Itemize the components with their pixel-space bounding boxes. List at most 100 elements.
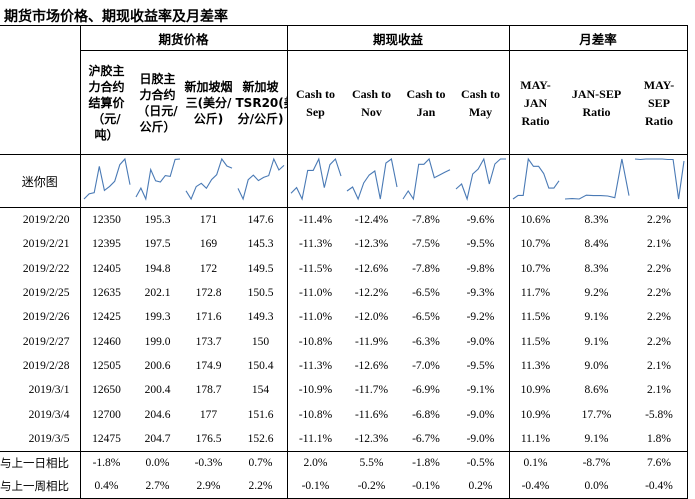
table-cell: 150.4: [247, 359, 274, 372]
table-cell: 8.3%: [561, 207, 632, 233]
table-cell: 145.3: [247, 238, 274, 251]
table-cell: -7.8%: [412, 262, 440, 275]
row-date: 2019/2/25: [22, 287, 70, 300]
sparkline-cell: [343, 154, 400, 208]
table-cell: 154: [251, 384, 270, 397]
table-cell: 8.6%: [584, 384, 609, 397]
sparkline: [564, 158, 630, 200]
table-row: 2019/2/25 12635 202.1 172.8 150.5 -11.0% -12.2…: [0, 280, 688, 306]
table-row: 2019/2/28 12505 200.6 174.9 150.4 -11.3% -12.6…: [0, 353, 688, 379]
sparkline-line: [402, 157, 450, 201]
comparison-row: 与上一日相比 -1.8% 0.0% -0.3% 0.7% 2.0% 5.5% -1.8% -0.…: [0, 450, 688, 475]
sparkline-cell: [508, 154, 562, 208]
table-cell: 2.2%: [631, 256, 688, 281]
sparkline: [237, 157, 284, 201]
table-cell: 176.5: [195, 432, 222, 445]
table-cell: 152.6: [247, 432, 274, 445]
sparkline: [346, 158, 398, 201]
table-cell: -10.9%: [286, 378, 344, 403]
table-cell: 12460: [79, 329, 133, 354]
col-header: Cash to Nov: [343, 50, 400, 155]
row-date: 2019/3/5: [28, 432, 70, 445]
table-cell: 0.7%: [234, 450, 287, 475]
group-header-spread: 月差率: [508, 25, 688, 51]
sparkline-line: [564, 158, 630, 200]
table-cell: 11.7%: [508, 280, 562, 306]
table-cell: 2.0%: [286, 450, 344, 475]
table-cell: -8.7%: [561, 450, 632, 475]
table-cell: 12505: [79, 353, 133, 379]
sparkline-cell: [234, 154, 287, 208]
table-cell: -6.3%: [412, 335, 440, 348]
table-cell: 178.7: [195, 384, 222, 397]
col-header: MAY-JAN Ratio: [508, 50, 562, 155]
group-header-futures: 期货价格: [79, 25, 287, 51]
table-cell: -9.8%: [466, 262, 495, 275]
table-cell: -12.6%: [354, 359, 389, 372]
table-row: 2019/2/27 12460 199.0 173.7 150 -10.8% -11.9% -…: [0, 329, 688, 354]
row-date: 2019/2/28: [22, 359, 70, 372]
sparkline-cell: [286, 154, 344, 208]
table-cell: 197.5: [144, 238, 171, 251]
table-cell: -11.0%: [286, 305, 344, 330]
table-cell: 12425: [79, 305, 133, 330]
table-cell: 2.1%: [631, 378, 688, 403]
table-cell: -12.6%: [354, 262, 389, 275]
table-cell: 172: [199, 262, 218, 275]
table-cell: 8.4%: [584, 238, 609, 251]
table-cell: 172.8: [195, 287, 222, 300]
sparkline: [83, 157, 131, 200]
table-cell: 2.1%: [631, 232, 688, 257]
table-cell: 5.5%: [343, 450, 400, 475]
sparkline-line: [83, 157, 131, 200]
sparkline-line: [185, 157, 232, 201]
table-row: 2019/2/26 12425 199.3 171.6 149.3 -11.0% -12.0…: [0, 305, 688, 330]
col-header: 日胶主力合约（日元/公斤）: [132, 50, 183, 155]
table-cell: -12.2%: [354, 287, 389, 300]
table-cell: -9.6%: [452, 207, 509, 233]
table-cell: -11.7%: [354, 384, 389, 397]
table-cell: -11.3%: [286, 353, 344, 379]
table-cell: 2.2%: [631, 305, 688, 330]
table-cell: 194.8: [144, 262, 171, 275]
table-cell: -10.8%: [286, 402, 344, 427]
table-cell: 11.1%: [508, 426, 562, 452]
table-cell: -0.1%: [399, 474, 453, 499]
table-cell: 2.7%: [132, 474, 183, 499]
table-cell: -12.3%: [354, 432, 389, 445]
table-cell: -7.8%: [399, 207, 453, 233]
table-cell: 0.1%: [508, 450, 562, 475]
table-cell: -11.6%: [354, 408, 389, 421]
table-row: 2019/3/1 12650 200.4 178.7 154 -10.9% -11.7% -6…: [0, 378, 688, 403]
table-cell: 0.0%: [132, 450, 183, 475]
col-header: Cash to Jan: [399, 50, 453, 155]
table-cell: -0.5%: [452, 450, 509, 475]
sparkline-line: [135, 158, 180, 201]
sparkline-cell: [79, 154, 133, 208]
col-header: MAY-SEP Ratio: [631, 50, 688, 155]
table-cell: -12.0%: [354, 311, 389, 324]
table-row: 2019/2/21 12395 197.5 169 145.3 -11.3% -12.3% -…: [0, 232, 688, 257]
sparkline-cell: [132, 154, 183, 208]
sparkline-line: [455, 157, 506, 201]
table-cell: -6.5%: [412, 311, 440, 324]
table-cell: 10.7%: [508, 232, 562, 257]
table-cell: 174.9: [195, 359, 222, 372]
table-cell: 2.2%: [631, 280, 688, 306]
page-title: 期货市场价格、期现收益率及月差率: [4, 9, 228, 25]
table-cell: -0.1%: [286, 474, 344, 499]
table-cell: 8.3%: [584, 262, 609, 275]
table-cell: -11.5%: [286, 256, 344, 281]
table-cell: 169: [199, 238, 218, 251]
table-cell: -6.8%: [412, 408, 440, 421]
table-cell: 204.7: [144, 432, 171, 445]
sparkline: [634, 158, 685, 200]
table-cell: 2.1%: [631, 353, 688, 379]
table-cell: -6.9%: [412, 384, 440, 397]
col-header: Cash to Sep: [286, 50, 344, 155]
table-cell: 151.6: [247, 408, 274, 421]
table-cell: 17.7%: [581, 408, 612, 421]
table-cell: -9.2%: [466, 311, 495, 324]
sparkline-line: [237, 157, 284, 201]
sparkline-label: 迷你图: [0, 154, 80, 208]
